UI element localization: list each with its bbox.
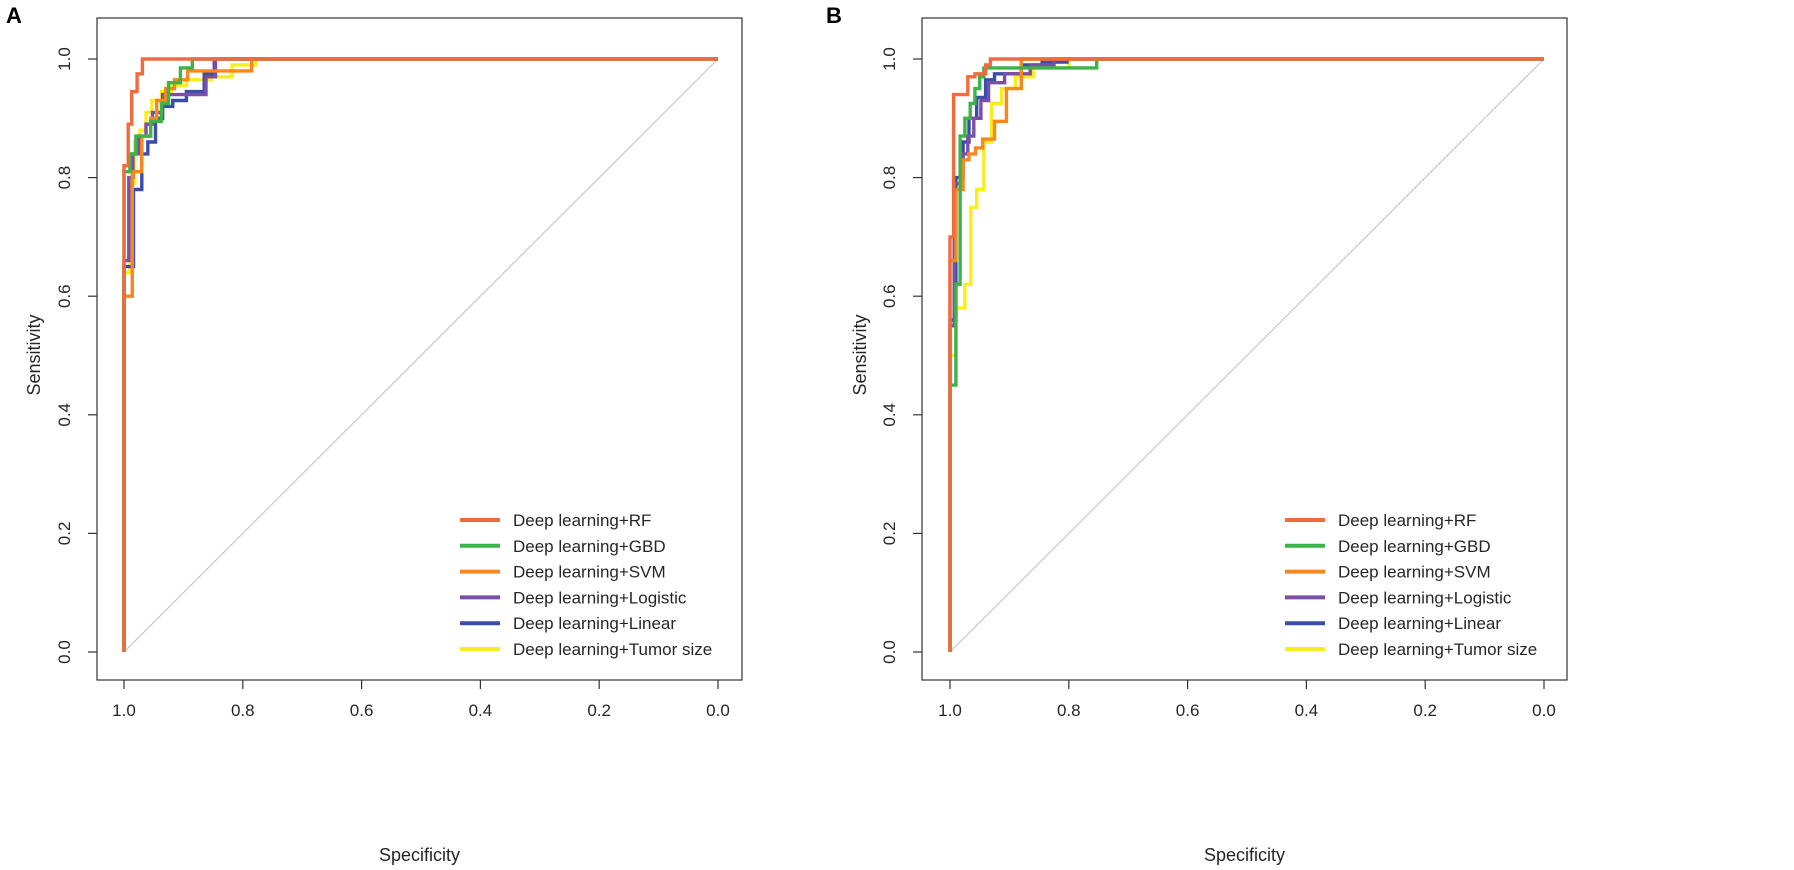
- y-tick-label: 0.8: [55, 166, 74, 190]
- y-tick-label: 1.0: [880, 47, 899, 71]
- x-tick-label: 0.2: [1413, 701, 1437, 720]
- plot-frame: [96, 17, 743, 681]
- x-axis-title: Specificity: [379, 845, 460, 865]
- x-tick-label: 1.0: [112, 701, 136, 720]
- legend-label: Deep learning+Tumor size: [513, 640, 712, 659]
- x-tick-label: 0.4: [469, 701, 493, 720]
- legend-label: Deep learning+SVM: [1338, 563, 1491, 582]
- x-tick-label: 0.0: [1532, 701, 1556, 720]
- x-axis-title: Specificity: [1204, 845, 1285, 865]
- panel-b: B 1.0 0.8 0.6 0.4 0.2 0.0 0.0 0.2 0.4 0.6 0.8 1.0 Spe…: [826, 3, 1568, 865]
- roc-curve-deep-learning-linear: [948, 57, 1544, 652]
- y-axis-title: Sensitivity: [850, 314, 870, 395]
- legend-label: Deep learning+GBD: [1338, 537, 1491, 556]
- legend-label: Deep learning+Linear: [1338, 614, 1501, 633]
- y-tick-label: 0.0: [55, 640, 74, 664]
- x-tick-label: 0.8: [1057, 701, 1081, 720]
- panel-letter: A: [6, 3, 22, 28]
- y-tick-label: 0.8: [880, 166, 899, 190]
- reference-diagonal: [123, 58, 719, 653]
- panel-a: A 1.0 0.8 0.6 0.4 0.2 0.0 0.0 0.2 0.4 0.6 0.8 1.0 Spe…: [6, 3, 743, 865]
- y-tick-label: 0.0: [880, 640, 899, 664]
- legend-label: Deep learning+Logistic: [513, 588, 687, 607]
- x-tick-label: 0.8: [231, 701, 255, 720]
- y-tick-label: 0.6: [880, 284, 899, 308]
- legend-label: Deep learning+SVM: [513, 563, 666, 582]
- legend: Deep learning+RF Deep learning+GBD Deep le…: [460, 511, 712, 659]
- y-tick-label: 0.6: [55, 284, 74, 308]
- legend-label: Deep learning+Logistic: [1338, 588, 1512, 607]
- x-tick-label: 0.2: [587, 701, 611, 720]
- legend-label: Deep learning+Linear: [513, 614, 676, 633]
- reference-diagonal: [949, 58, 1545, 653]
- y-tick-label: 0.2: [55, 522, 74, 546]
- roc-curve-deep-learning-rf: [122, 57, 718, 652]
- x-tick-label: 0.6: [1176, 701, 1200, 720]
- legend-label: Deep learning+RF: [513, 511, 651, 530]
- legend-label: Deep learning+GBD: [513, 537, 666, 556]
- plot-frame: [921, 17, 1568, 681]
- x-tick-label: 0.4: [1295, 701, 1319, 720]
- x-tick-label: 0.6: [350, 701, 374, 720]
- y-tick-label: 0.4: [55, 403, 74, 427]
- roc-curve-deep-learning-logistic: [122, 57, 718, 652]
- y-axis-title: Sensitivity: [24, 314, 44, 395]
- roc-curve-deep-learning-rf: [948, 57, 1544, 652]
- legend-label: Deep learning+Tumor size: [1338, 640, 1537, 659]
- y-tick-label: 0.2: [880, 522, 899, 546]
- roc-curve-deep-learning-svm: [122, 57, 718, 652]
- y-tick-label: 1.0: [55, 47, 74, 71]
- legend: Deep learning+RF Deep learning+GBD Deep le…: [1285, 511, 1537, 659]
- roc-curve-deep-learning-svm: [948, 57, 1544, 652]
- y-tick-label: 0.4: [880, 403, 899, 427]
- x-tick-label: 1.0: [938, 701, 962, 720]
- x-tick-label: 0.0: [706, 701, 730, 720]
- panel-letter: B: [826, 3, 842, 28]
- legend-label: Deep learning+RF: [1338, 511, 1476, 530]
